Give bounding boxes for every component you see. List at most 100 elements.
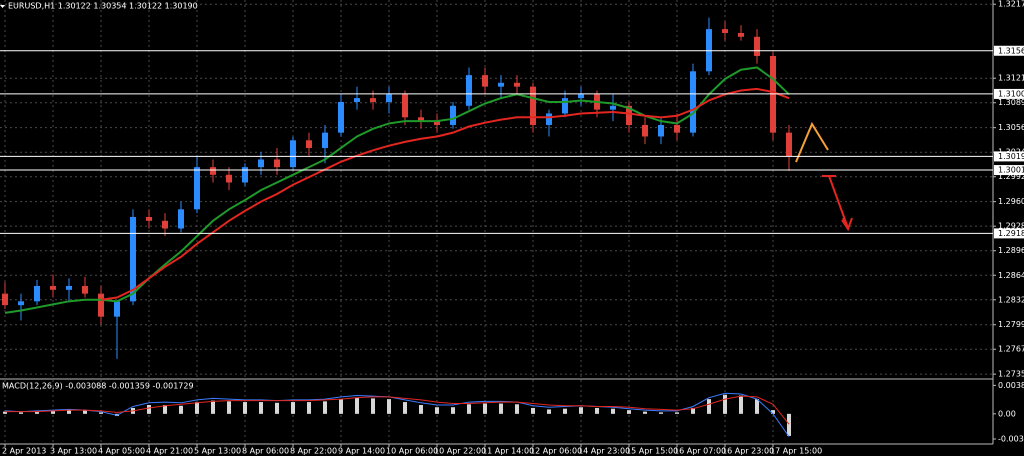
x-tick-label: 10 Apr 22:00	[434, 447, 486, 456]
x-tick-label: 14 Apr 23:00	[578, 447, 630, 456]
candle-body	[466, 75, 472, 106]
y-tick-label: 1.27350	[998, 370, 1024, 379]
candle-body	[178, 209, 184, 229]
candle-body	[722, 29, 728, 33]
histogram-bar	[259, 402, 263, 414]
histogram-bar	[179, 405, 183, 414]
candle-body	[690, 71, 696, 133]
histogram-bar	[563, 408, 567, 414]
x-tick-label: 15 Apr 15:00	[626, 447, 678, 456]
y-tick-label: -0.00342	[998, 434, 1024, 443]
plot	[2, 17, 792, 437]
histogram-bar	[419, 405, 423, 414]
histogram-bar	[227, 401, 231, 414]
histogram-bar	[771, 410, 775, 414]
candle-body	[194, 167, 200, 210]
histogram-bar	[83, 410, 87, 414]
histogram-bar	[579, 407, 583, 414]
histogram-bar	[707, 399, 711, 414]
x-tick-label: 11 Apr 14:00	[482, 447, 534, 456]
histogram-bar	[787, 413, 791, 436]
candle-body	[642, 124, 648, 137]
histogram-bar	[595, 407, 599, 414]
level-label-box	[994, 151, 1024, 162]
y-tick-label: 1.27675	[998, 345, 1024, 354]
candle-body	[626, 105, 632, 125]
forecast-arrow	[841, 217, 853, 232]
candle-body	[738, 32, 744, 37]
candle-body	[130, 216, 136, 302]
y-tick-label: 1.30565	[998, 123, 1024, 132]
histogram-bar	[691, 407, 695, 414]
histogram-bar	[195, 402, 199, 414]
histogram-bar	[451, 407, 455, 414]
histogram-bar	[403, 402, 407, 414]
candle-body	[258, 159, 264, 168]
histogram-bar	[99, 412, 103, 414]
x-tick-label: 16 Apr 07:00	[674, 447, 726, 456]
y-tick-label: 1.29280	[998, 222, 1024, 231]
x-tick-label: 2 Apr 2013	[2, 447, 46, 456]
candle-body	[162, 220, 168, 229]
candle-body	[98, 293, 104, 317]
y-tick-label: 1.27995	[998, 320, 1024, 329]
candle-body	[50, 285, 56, 290]
histogram-bar	[515, 404, 519, 414]
candle-body	[562, 98, 568, 114]
level-label-box	[994, 88, 1024, 99]
level-label: 1.31568	[998, 46, 1024, 55]
x-tick-label: 12 Apr 06:00	[530, 447, 582, 456]
histogram-bar	[275, 402, 279, 414]
grid	[0, 0, 993, 444]
candle-body	[322, 132, 328, 148]
candle-body	[290, 140, 296, 168]
candle-body	[242, 167, 248, 183]
header-icon	[0, 5, 5, 8]
histogram-bar	[35, 410, 39, 414]
histogram-bar	[3, 411, 7, 414]
candle-body	[658, 124, 664, 137]
level-label-box	[994, 45, 1024, 56]
candle-body	[434, 121, 440, 125]
histogram-bar	[211, 400, 215, 414]
y-tick-label: 1.32175	[998, 0, 1024, 9]
candle-body	[226, 174, 232, 183]
histogram-bar	[355, 397, 359, 414]
candle-body	[354, 98, 360, 102]
histogram-bar	[611, 408, 615, 414]
y-tick-label: 1.28960	[998, 246, 1024, 255]
level-label: 1.30012	[998, 166, 1024, 175]
histogram-bar	[483, 403, 487, 414]
histogram-bar	[67, 409, 71, 414]
histogram-bar	[291, 402, 295, 414]
y-tick-label: 1.29925	[998, 172, 1024, 181]
candle-body	[530, 86, 536, 125]
histogram-bar	[371, 398, 375, 414]
x-tick-label: 8 Apr 22:00	[290, 447, 337, 456]
x-tick-label: 3 Apr 13:00	[50, 447, 97, 456]
histogram-bar	[339, 399, 343, 414]
candle-body	[210, 167, 216, 175]
x-tick-label: 9 Apr 14:00	[338, 447, 385, 456]
y-tick-label: 1.28320	[998, 295, 1024, 304]
candle-body	[370, 98, 376, 102]
candle-body	[786, 132, 792, 157]
histogram-bar	[51, 410, 55, 414]
candle-body	[578, 94, 584, 99]
level-label: 1.31005	[998, 89, 1024, 98]
y-tick-label: 1.31210	[998, 74, 1024, 83]
candle-body	[514, 82, 520, 87]
forecast-arrow	[795, 121, 829, 163]
candle-body	[610, 105, 616, 110]
level-label-box	[994, 228, 1024, 239]
candle-body	[546, 113, 552, 125]
histogram-bar	[147, 405, 151, 414]
x-tick-label: 16 Apr 23:00	[722, 447, 774, 456]
candle-body	[18, 301, 24, 306]
candle-body	[498, 82, 504, 87]
histogram-bar	[675, 412, 679, 414]
candle-body	[274, 159, 280, 168]
histogram-bar	[387, 399, 391, 414]
level-label: 1.29186	[998, 229, 1024, 238]
